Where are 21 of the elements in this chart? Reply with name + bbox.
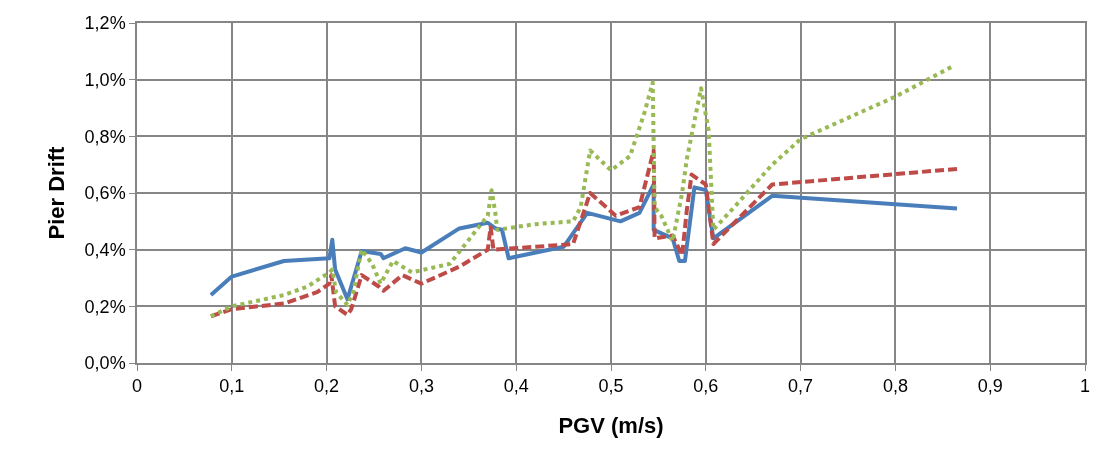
y-tick-label: 0,2% — [84, 296, 126, 317]
x-tick-label: 0,4 — [503, 376, 529, 397]
x-tick-label: 1 — [1079, 376, 1091, 397]
x-tick-label: 0,6 — [693, 376, 719, 397]
x-tick-label: 0,2 — [314, 376, 340, 397]
y-tick-label: 1,2% — [84, 13, 126, 34]
x-tick-label: 0,8 — [882, 376, 908, 397]
line-series — [208, 148, 960, 319]
y-axis-title: Pier Drift — [43, 145, 69, 240]
x-tick-label: 0,3 — [408, 376, 434, 397]
x-tick-label: 0,7 — [788, 376, 814, 397]
y-tick-label: 1,0% — [84, 69, 126, 90]
x-tick-label: 0,5 — [598, 376, 624, 397]
y-tick-label: 0,0% — [84, 353, 126, 374]
x-tick-label: 0,1 — [219, 376, 245, 397]
y-tick-label: 0,6% — [84, 183, 126, 204]
y-tick-label: 0,8% — [84, 126, 126, 147]
x-tick-label: 0 — [131, 376, 143, 397]
x-tick-label: 0,9 — [977, 376, 1003, 397]
y-tick-label: 0,4% — [84, 239, 126, 260]
x-axis-title: PGV (m/s) — [558, 412, 664, 438]
